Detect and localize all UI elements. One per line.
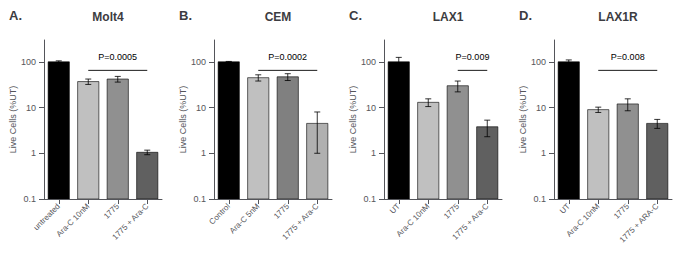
svg-text:100: 100 [191, 57, 206, 67]
svg-text:100: 100 [361, 57, 376, 67]
svg-text:Live Cells (%UT): Live Cells (%UT) [178, 86, 188, 154]
svg-text:B.: B. [179, 8, 192, 23]
svg-text:P=0.0005: P=0.0005 [98, 52, 137, 62]
svg-text:0.1: 0.1 [23, 194, 36, 204]
svg-text:P=0.009: P=0.009 [456, 52, 490, 62]
svg-text:A.: A. [9, 8, 22, 23]
svg-text:LAX1: LAX1 [433, 10, 464, 24]
svg-text:1: 1 [371, 148, 376, 158]
svg-text:UT: UT [558, 202, 572, 216]
svg-text:1775 + Ara-C: 1775 + Ara-C [451, 202, 491, 242]
svg-text:C.: C. [349, 8, 362, 23]
svg-text:Live Cells (%UT): Live Cells (%UT) [348, 86, 358, 154]
svg-text:1775: 1775 [102, 201, 121, 220]
svg-text:P=0.0002: P=0.0002 [268, 52, 307, 62]
svg-text:1775: 1775 [612, 201, 631, 220]
svg-text:1775 + Ara-C: 1775 + Ara-C [281, 202, 321, 242]
svg-text:10: 10 [366, 103, 376, 113]
svg-text:Ara-C 5nM: Ara-C 5nM [228, 202, 262, 236]
svg-text:0.1: 0.1 [193, 194, 206, 204]
svg-text:CEM: CEM [265, 10, 292, 24]
svg-text:0.1: 0.1 [363, 194, 376, 204]
svg-text:D.: D. [519, 8, 532, 23]
svg-text:10: 10 [536, 103, 546, 113]
svg-text:1775: 1775 [272, 201, 291, 220]
svg-text:Ara-C 10nM: Ara-C 10nM [395, 202, 432, 239]
svg-text:1775 + Ara-C: 1775 + Ara-C [111, 202, 151, 242]
svg-text:UT: UT [388, 202, 402, 216]
svg-text:100: 100 [531, 57, 546, 67]
svg-text:P=0.008: P=0.008 [611, 52, 645, 62]
svg-text:10: 10 [196, 103, 206, 113]
svg-text:1: 1 [201, 148, 206, 158]
svg-text:1: 1 [31, 148, 36, 158]
svg-text:1775: 1775 [442, 201, 461, 220]
svg-text:Ara-C 10nM: Ara-C 10nM [55, 202, 92, 239]
svg-text:Live Cells (%UT): Live Cells (%UT) [8, 86, 18, 154]
svg-text:10: 10 [26, 103, 36, 113]
svg-text:LAX1R: LAX1R [598, 10, 638, 24]
svg-text:1: 1 [541, 148, 546, 158]
svg-text:Ara-C 10nM: Ara-C 10nM [565, 202, 602, 239]
svg-text:untreated: untreated [32, 202, 62, 232]
svg-text:Live Cells (%UT): Live Cells (%UT) [518, 86, 528, 154]
svg-text:0.1: 0.1 [533, 194, 546, 204]
svg-text:Molt4: Molt4 [92, 10, 124, 24]
svg-text:1775 + ARA-C: 1775 + ARA-C [618, 202, 661, 245]
svg-text:Control: Control [207, 202, 232, 227]
svg-text:100: 100 [21, 57, 36, 67]
